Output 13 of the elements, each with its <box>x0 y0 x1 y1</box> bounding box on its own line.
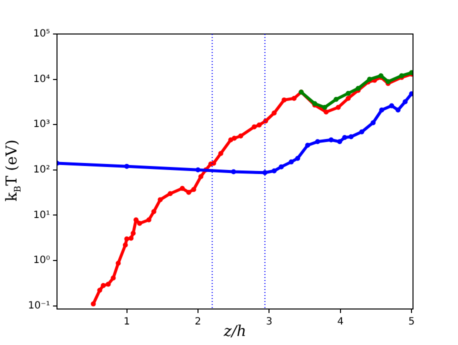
x-tick-label: 2 <box>194 316 202 328</box>
x-tick-label: 5 <box>408 316 415 328</box>
x-axis-title: z/h <box>224 322 246 340</box>
x-tick-label: 1 <box>124 316 130 328</box>
x-tick-label: 3 <box>266 316 272 328</box>
y-tick-label: 10² <box>33 164 50 176</box>
y-tick-label: 10¹ <box>33 210 50 221</box>
y-tick-label: 10⁵ <box>33 28 50 40</box>
y-tick-label: 10⁴ <box>33 74 50 85</box>
y-tick-label: 10⁻¹ <box>28 300 50 312</box>
y-tick-label: 10³ <box>33 119 50 130</box>
x-tick-label: 4 <box>337 316 344 328</box>
y-tick-label: 10⁰ <box>33 255 50 266</box>
